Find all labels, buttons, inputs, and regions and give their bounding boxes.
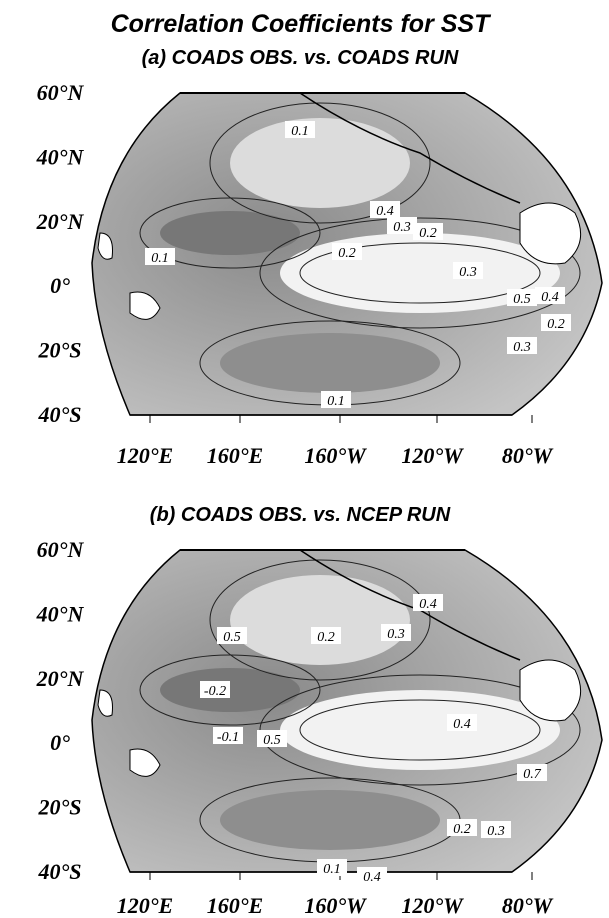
dark-region [220,790,440,850]
contour-label: 0.4 [453,717,471,732]
contour-label: 0.1 [327,394,345,409]
contour-label: -0.2 [204,684,226,699]
contour-label: 0.2 [547,317,565,332]
contour-label: -0.1 [217,730,239,745]
latitude-label: 40°S [37,859,81,884]
contour-label: 0.4 [363,870,381,885]
latitude-label: 60°N [37,537,85,562]
contour-label: 0.4 [541,290,559,305]
contour-label: 0.4 [376,204,394,219]
contour-label: 0.5 [513,292,531,307]
contour-label: 0.3 [459,265,477,280]
panel-subtitle: (b) COADS OBS. vs. NCEP RUN [150,504,451,526]
panel-subtitle: (a) COADS OBS. vs. COADS RUN [142,47,459,69]
longitude-label: 120°E [117,443,173,468]
longitude-label: 120°W [401,443,464,468]
contour-label: 0.3 [487,824,505,839]
latitude-label: 20°N [36,666,85,691]
figure-title: Correlation Coefficients for SST [111,10,492,38]
longitude-label: 80°W [502,893,554,918]
latitude-label: 20°S [37,795,81,820]
longitude-label: 120°W [401,893,464,918]
latitude-label: 0° [50,273,70,298]
contour-label: 0.3 [393,220,411,235]
contour-label: 0.2 [317,630,335,645]
longitude-label: 160°E [207,893,263,918]
contour-label: 0.5 [223,630,241,645]
latitude-label: 60°N [37,80,85,105]
longitude-label: 160°W [304,893,367,918]
contour-label: 0.2 [338,246,356,261]
longitude-label: 160°W [304,443,367,468]
contour-label: 0.3 [513,340,531,355]
contour-label: 0.4 [419,597,437,612]
contour-label: 0.2 [419,226,437,241]
contour-label: 0.5 [263,733,281,748]
contour-label: 0.1 [151,251,169,266]
latitude-label: 40°N [36,601,85,626]
longitude-label: 120°E [117,893,173,918]
contour-label: 0.1 [291,124,309,139]
latitude-label: 20°N [36,209,85,234]
contour-label: 0.7 [523,767,542,782]
longitude-label: 160°E [207,443,263,468]
latitude-label: 40°N [36,144,85,169]
light-region [280,690,560,770]
figure: Correlation Coefficients for SST (a) COA… [0,0,609,918]
longitude-label: 80°W [502,443,554,468]
dark-region [160,211,300,255]
light-region [230,575,410,665]
light-region [230,118,410,208]
latitude-label: 0° [50,730,70,755]
latitude-label: 40°S [37,402,81,427]
latitude-label: 20°S [37,338,81,363]
contour-label: 0.2 [453,822,471,837]
contour-label: 0.1 [323,862,341,877]
contour-label: 0.3 [387,627,405,642]
dark-region [220,333,440,393]
